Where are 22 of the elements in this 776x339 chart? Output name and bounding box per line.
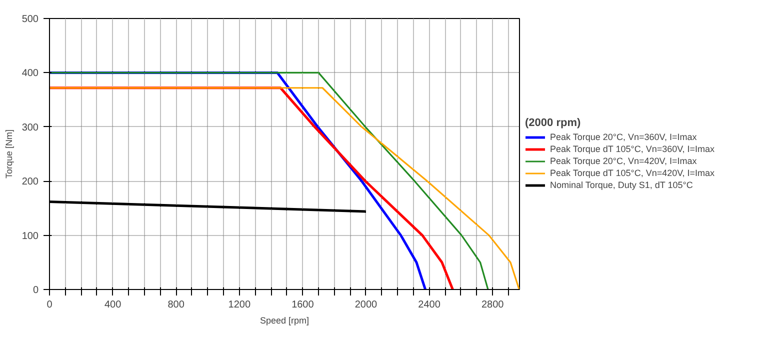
legend-label: Peak Torque 20°C, Vn=360V, I=Imax: [550, 130, 697, 142]
y-tick-label: 200: [22, 176, 39, 188]
x-tick-label: 2400: [418, 300, 441, 310]
legend-label: Nominal Torque, Duty S1, dT 105°C: [550, 178, 693, 190]
legend-label: Peak Torque dT 105°C, Vn=360V, I=Imax: [550, 142, 715, 154]
y-tick-label: 100: [22, 230, 39, 242]
x-axis-title: Speed [rpm]: [260, 316, 310, 326]
x-tick-label: 2000: [354, 300, 378, 310]
legend-label: Peak Torque dT 105°C, Vn=420V, I=Imax: [550, 166, 715, 178]
legend-label: Peak Torque 20°C, Vn=420V, I=Imax: [550, 154, 697, 166]
y-tick-label: 300: [22, 122, 39, 134]
x-tick-label: 1600: [292, 300, 314, 310]
x-tick-label: 0: [46, 300, 53, 310]
y-tick-label: 0: [32, 285, 39, 296]
y-tick-label: 500: [22, 14, 39, 25]
x-tick-label: 800: [168, 300, 185, 310]
y-tick-label: 400: [22, 68, 39, 80]
legend-title: (2000 rpm): [525, 116, 582, 128]
x-tick-label: 400: [104, 300, 122, 310]
x-tick-label: 2800: [481, 300, 504, 310]
x-tick-label: 1200: [228, 300, 251, 310]
y-axis-title: Torque [Nm]: [4, 129, 14, 179]
